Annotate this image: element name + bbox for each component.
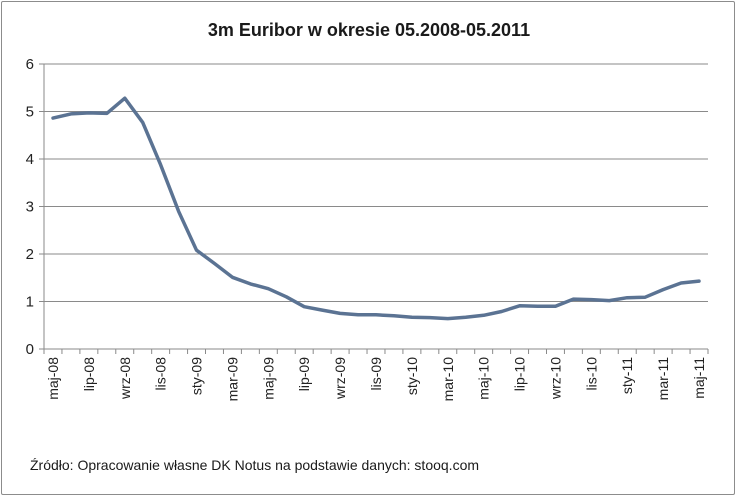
series-group xyxy=(51,96,701,321)
x-tick-label: maj-08 xyxy=(45,357,61,400)
y-tick-label: 5 xyxy=(26,104,34,121)
x-tick-label: mar-11 xyxy=(655,357,671,401)
x-tick-label: wrz-10 xyxy=(547,357,563,400)
chart-title: 3m Euribor w okresie 05.2008-05.2011 xyxy=(207,20,531,40)
gridlines xyxy=(39,63,708,350)
y-tick-label: 4 xyxy=(26,151,34,168)
y-tick-label: 0 xyxy=(26,341,34,358)
y-tick-label: 2 xyxy=(26,246,34,263)
x-tick-label: wrz-08 xyxy=(117,357,133,400)
axes xyxy=(43,64,709,354)
x-tick-label: lis-08 xyxy=(153,357,169,391)
x-tick-label: lis-09 xyxy=(368,357,384,391)
series-line xyxy=(51,96,701,321)
x-tick-label: lip-09 xyxy=(296,357,312,391)
x-tick-label: lis-10 xyxy=(583,357,599,391)
x-tick-label: sty-10 xyxy=(404,357,420,395)
x-tick-labels: maj-08 lip-08 wrz-08 lis-08 sty-09 mar-09 maj-… xyxy=(45,357,707,402)
x-tick-label: maj-09 xyxy=(260,357,276,400)
y-tick-labels: 0 1 2 3 4 5 6 xyxy=(26,56,34,358)
x-tick-label: wrz-09 xyxy=(332,357,348,400)
x-tick-label: lip-08 xyxy=(81,357,97,391)
y-tick-label: 6 xyxy=(26,56,34,73)
x-tick-label: sty-09 xyxy=(189,357,205,395)
x-tick-label: maj-11 xyxy=(691,357,707,399)
y-tick-label: 3 xyxy=(26,199,34,216)
x-tick-label: lip-10 xyxy=(512,357,528,391)
x-tick-label: sty-11 xyxy=(619,357,635,394)
x-tick-label: mar-10 xyxy=(440,357,456,402)
x-tick-label: mar-09 xyxy=(224,357,240,402)
y-tick-label: 1 xyxy=(26,294,34,311)
x-tick-label: maj-10 xyxy=(476,357,492,400)
source-note: Źródło: Opracowanie własne DK Notus na p… xyxy=(30,457,480,473)
